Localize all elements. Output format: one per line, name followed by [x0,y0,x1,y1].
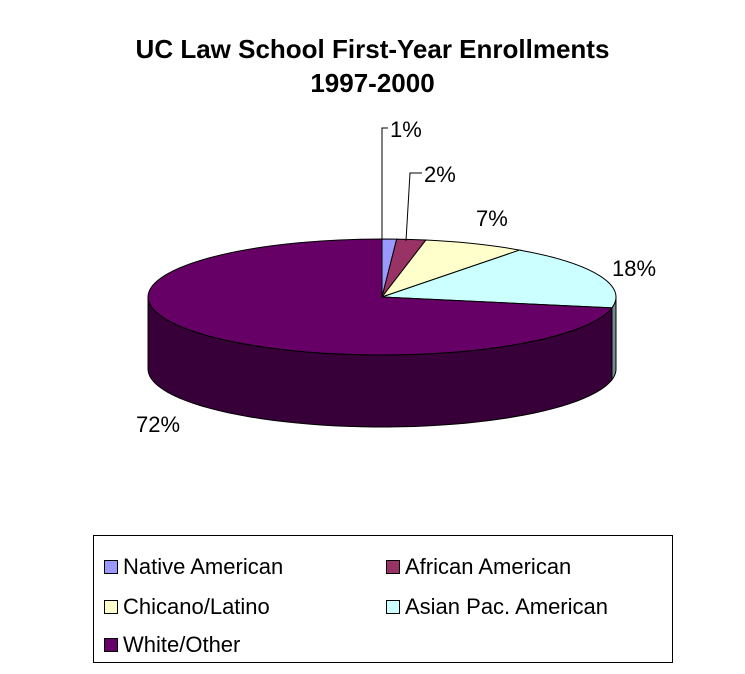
pie-chart: 1%2% 7% 18% 72% [136,117,656,437]
legend-label-asian-pac-american: Asian Pac. American [405,594,608,619]
legend-item-asian-pac-american: Asian Pac. American [386,594,608,620]
legend-item-african-american: African American [386,554,571,580]
legend-label-african-american: African American [405,554,572,579]
pie-slice-asian-pac-american [381,249,617,309]
pie-slice-chicano-latino [380,239,522,299]
legend-label-chicano-latino: Chicano/Latino [123,594,270,619]
pie-slice-white-other [147,238,613,356]
pie-side-asian-pac-american [611,297,617,382]
legend-label-white-other: White/Other [123,632,241,657]
data-label-african-american: 2% [424,162,456,187]
legend-swatch-white-other [104,638,118,652]
legend-swatch-african-american [386,560,400,574]
legend-swatch-asian-pac-american [386,600,400,614]
legend: Native American African American Chicano… [93,535,673,663]
data-label-chicano-latino: 7% [476,206,508,231]
legend-item-white-other: White/Other [104,632,240,658]
chart-title: UC Law School First-Year Enrollments [135,34,610,64]
legend-swatch-native-american [104,560,118,574]
data-label-native-american: 1% [390,117,422,142]
legend-swatch-chicano-latino [104,600,118,614]
data-label-white-other: 72% [136,412,180,437]
chart-subtitle: 1997-2000 [310,68,435,98]
leader-line-native-american [381,127,388,240]
leader-line-african-american [405,172,422,242]
legend-label-native-american: Native American [123,554,284,579]
legend-item-native-american: Native American [104,554,283,580]
data-label-asian-pac-american: 18% [612,256,656,281]
legend-item-chicano-latino: Chicano/Latino [104,594,270,620]
